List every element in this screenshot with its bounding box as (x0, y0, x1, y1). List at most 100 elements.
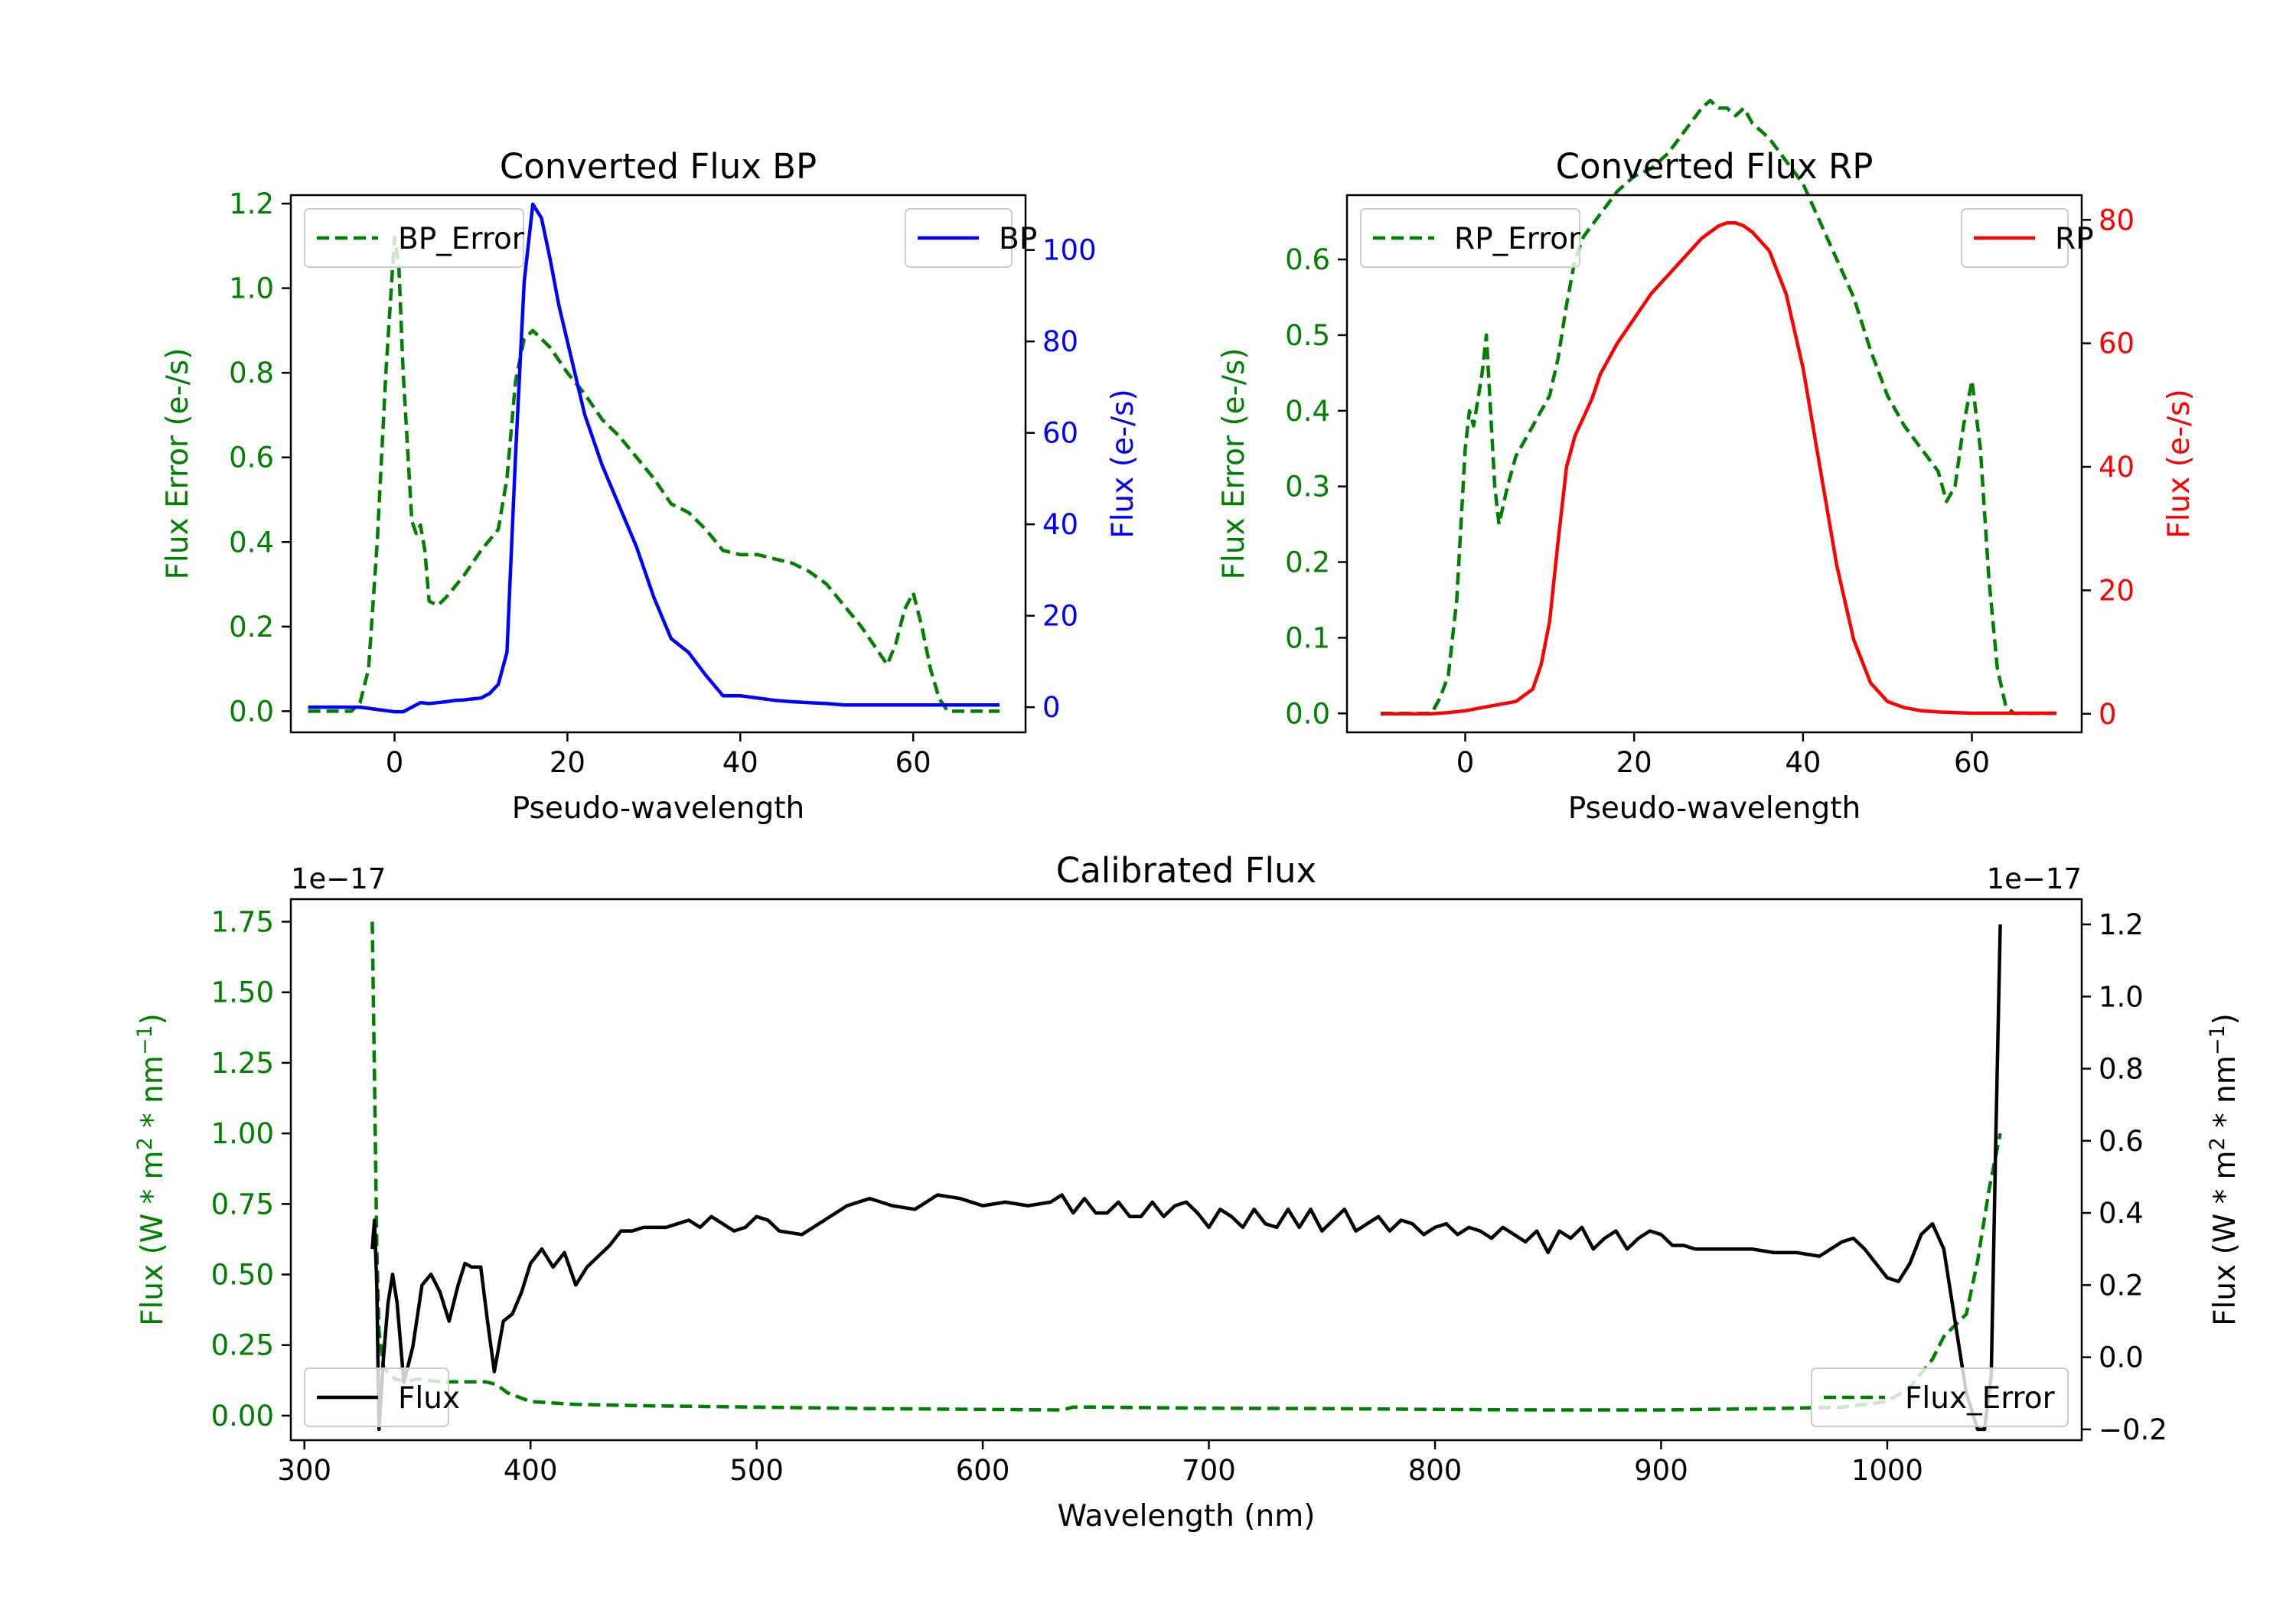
y-right-tick-label: 20 (1042, 600, 1078, 633)
axis-label-part: 2 (2206, 1137, 2229, 1150)
series-line-flux-error (370, 921, 2002, 1412)
y-right-tick-label: 40 (1042, 508, 1078, 541)
y-right-tick-label: 80 (1042, 325, 1078, 358)
x-tick-label: 800 (1408, 1454, 1463, 1487)
x-axis-label: Wavelength (nm) (1058, 1499, 1316, 1534)
chart-title: Converted Flux BP (500, 146, 817, 187)
y-left-tick-label: 0.00 (211, 1400, 274, 1433)
x-tick-label: 0 (386, 746, 404, 779)
series-line-flux (370, 924, 2002, 1432)
y-right-tick-label: 0.4 (2099, 1197, 2144, 1230)
y-right-tick-label: 0.8 (2099, 1053, 2144, 1086)
panel-rp: 0 20 40 60 0.0 0.1 0.2 0.3 0.4 0.5 0.6 0 20 40 60 80 Con… (1217, 99, 2197, 826)
legend-flux: Flux (304, 1367, 460, 1427)
series-lines (1381, 99, 2056, 716)
y-left-tick-label: 0.2 (229, 611, 274, 644)
y-left-tick-label: 0.8 (229, 357, 274, 390)
x-tick-label: 400 (504, 1454, 558, 1487)
legend-flux-error: Flux_Error (1811, 1367, 2069, 1427)
y-left-axis-label: Flux Error (e-/s) (1217, 348, 1251, 580)
legend-bp-error: BP_Error (304, 208, 525, 268)
legend-rp: RP (1961, 208, 2094, 268)
y-right-tick-label: 1.2 (2099, 908, 2144, 941)
y-left-tick-label: 0.2 (1285, 546, 1330, 579)
series-line-bp-error (308, 236, 1000, 713)
plot-frame (289, 898, 2083, 1442)
x-tick-label: 0 (1456, 746, 1475, 779)
legend-label: Flux (398, 1381, 460, 1416)
y-right-tick-label: 60 (2099, 328, 2135, 360)
axis-label-part: −1 (133, 1025, 157, 1055)
y-left-tick-label: 0.4 (1285, 395, 1330, 428)
y-left-tick-label: 0.6 (229, 442, 274, 474)
y-left-tick-label: 1.50 (211, 976, 274, 1009)
y-right-tick-label: −0.2 (2099, 1413, 2167, 1446)
y-left-tick-label: 0.25 (211, 1329, 274, 1362)
x-tick-label: 900 (1634, 1454, 1688, 1487)
axis-label-part: −1 (2206, 1025, 2229, 1055)
legend-box (1360, 208, 1580, 268)
x-axis-label: Pseudo-wavelength (512, 791, 804, 826)
series-line-rp (1381, 221, 2056, 716)
y-left-tick-label: 0.75 (211, 1188, 274, 1221)
y-left-tick-label: 1.0 (229, 272, 274, 305)
x-tick-label: 40 (1785, 746, 1821, 779)
x-tick-label: 500 (729, 1454, 784, 1487)
axis-label-part: Flux (W * m (2208, 1150, 2242, 1326)
series-lines (308, 202, 1000, 714)
y-right-axis-label: Flux (e-/s) (2162, 389, 2197, 538)
axis-label-part: * nm (135, 1055, 170, 1137)
panel-cal: 300 400 500 600 700 800 900 1000 0.00 0.25 0.50 0.7… (133, 850, 2242, 1534)
y-left-tick-label: 1.25 (211, 1047, 274, 1080)
axis-label-part: Flux (W * m (135, 1150, 170, 1326)
plot-area (291, 899, 2082, 1440)
x-axis-label: Pseudo-wavelength (1568, 791, 1861, 826)
y-left-offset-text: 1e−17 (291, 862, 386, 895)
y-left-tick-label: 1.2 (229, 187, 274, 220)
legend-label: BP (999, 222, 1037, 256)
y-left-tick-label: 0.1 (1285, 621, 1330, 654)
panel-bp: 0 20 40 60 0.0 0.2 0.4 0.6 0.8 1.0 1.2 0 20 40 60 80 100… (161, 146, 1140, 826)
x-tick-label: 20 (1616, 746, 1652, 779)
plot-area (291, 195, 1026, 732)
y-left-tick-label: 0.6 (1285, 243, 1330, 276)
y-right-tick-label: 0 (1042, 691, 1061, 724)
y-right-offset-text: 1e−17 (1987, 862, 2082, 895)
x-tick-label: 700 (1182, 1454, 1236, 1487)
y-left-tick-label: 0.5 (1285, 319, 1330, 352)
chart-title: Calibrated Flux (1056, 850, 1316, 891)
y-left-tick-label: 0.4 (229, 526, 274, 559)
axis-label-part: ) (135, 1013, 170, 1025)
series-line-rp-error (1381, 99, 2056, 715)
y-right-tick-label: 0 (2099, 698, 2117, 731)
y-left-tick-label: 0.3 (1285, 471, 1330, 504)
legend-label: RP_Error (1454, 222, 1581, 256)
y-left-tick-label: 0.0 (229, 695, 274, 728)
y-right-tick-label: 0.0 (2099, 1341, 2144, 1374)
y-right-tick-label: 0.2 (2099, 1269, 2144, 1302)
x-tick-label: 40 (722, 746, 758, 779)
y-right-axis-label: Flux (e-/s) (1106, 389, 1140, 538)
y-right-tick-label: 1.0 (2099, 980, 2144, 1013)
axis-label-part: 2 (133, 1137, 157, 1150)
legend-rp-error: RP_Error (1360, 208, 1581, 268)
y-right-tick-label: 80 (2099, 204, 2135, 236)
legend-box (304, 208, 524, 268)
x-tick-label: 60 (895, 746, 931, 779)
axis-label-part: * nm (2208, 1055, 2242, 1137)
legend-box (1811, 1367, 2069, 1427)
y-left-tick-label: 0.0 (1285, 697, 1330, 730)
y-left-axis-label: Flux Error (e-/s) (161, 348, 195, 580)
y-right-tick-label: 0.6 (2099, 1125, 2144, 1158)
y-left-tick-label: 1.00 (211, 1117, 274, 1150)
y-right-tick-label: 100 (1042, 234, 1097, 267)
y-right-tick-label: 40 (2099, 451, 2135, 484)
legend-label: BP_Error (398, 222, 525, 256)
x-tick-label: 600 (956, 1454, 1010, 1487)
x-tick-label: 60 (1954, 746, 1990, 779)
x-tick-label: 20 (550, 746, 585, 779)
axis-label-part: ) (2208, 1013, 2242, 1025)
chart-title: Converted Flux RP (1556, 146, 1874, 187)
y-right-tick-label: 20 (2099, 574, 2135, 607)
legend-label: RP (2055, 222, 2094, 256)
